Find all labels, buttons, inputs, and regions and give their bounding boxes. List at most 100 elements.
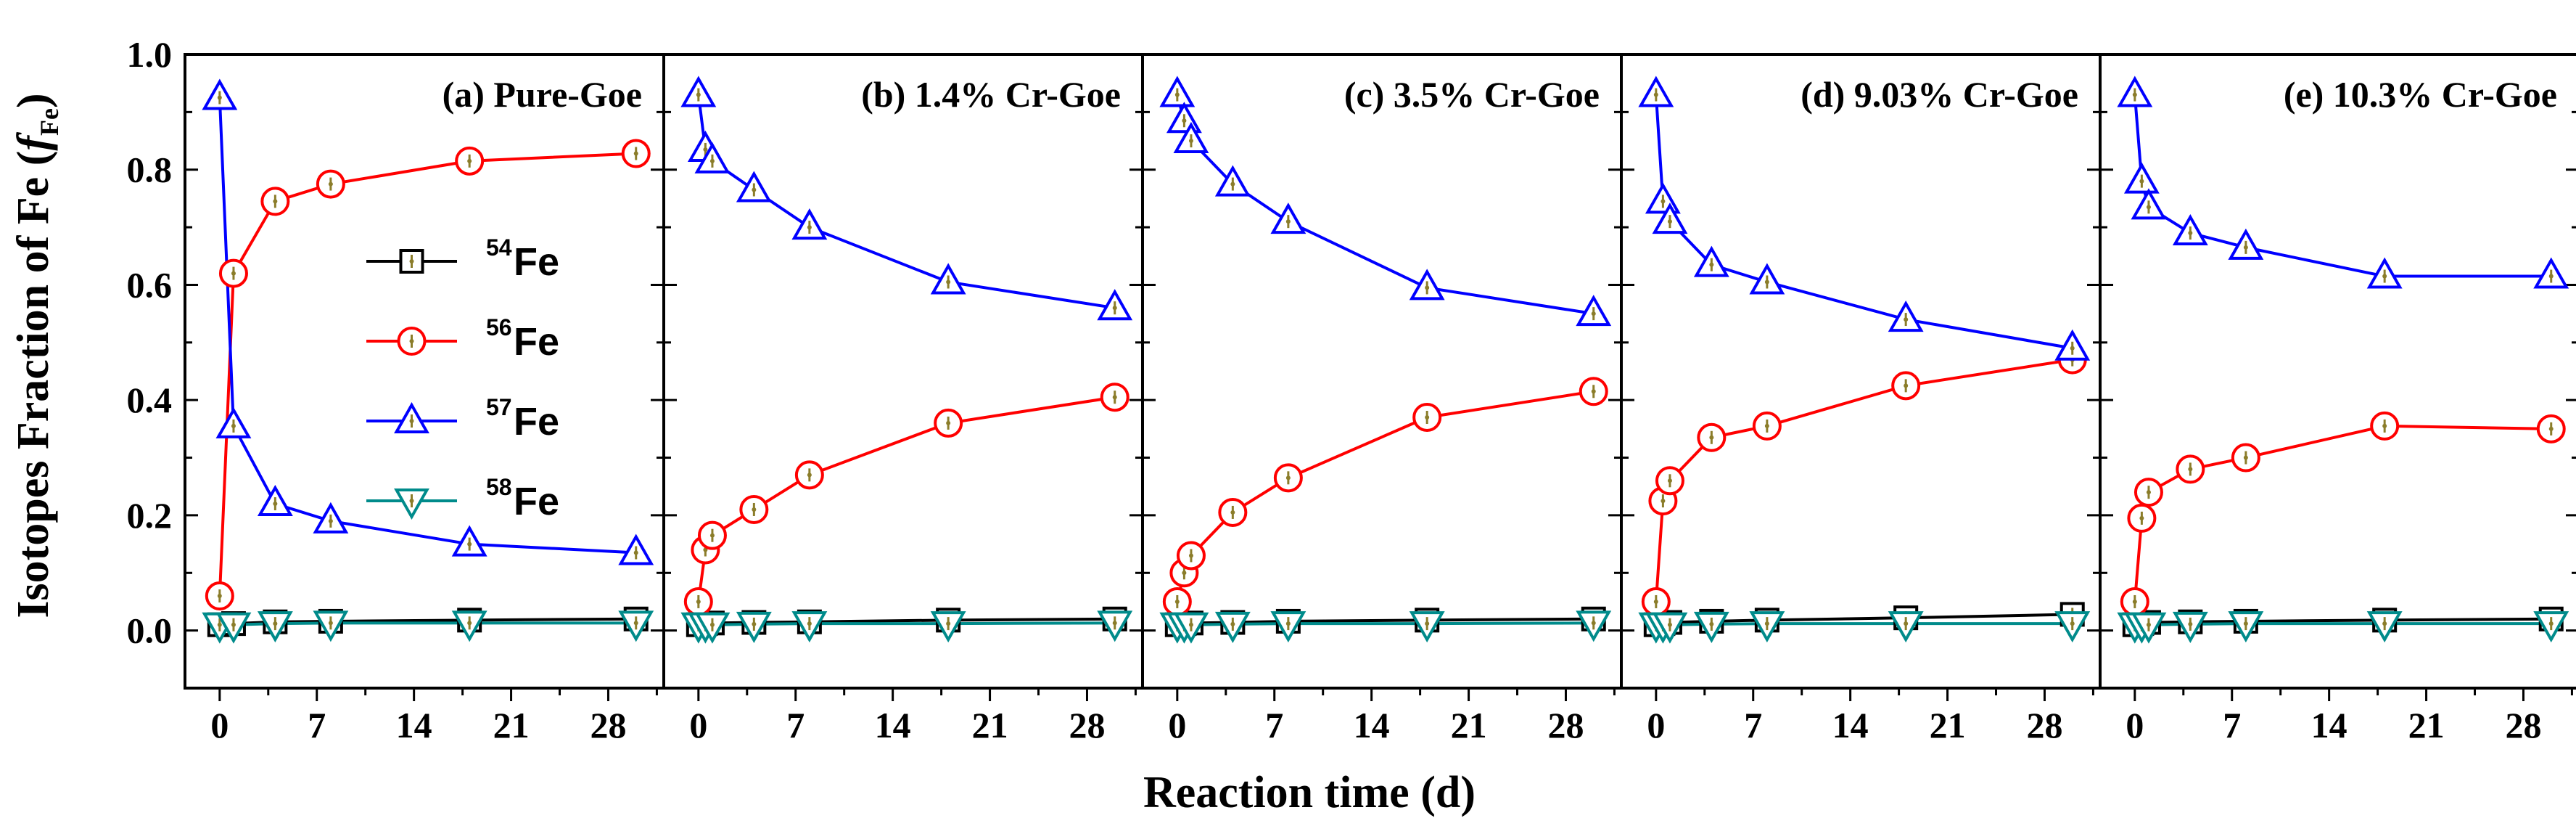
point-56Fe <box>934 408 963 438</box>
point-58Fe <box>1097 610 1133 642</box>
point-58Fe <box>2131 612 2167 644</box>
point-58Fe-center <box>946 621 951 626</box>
point-58Fe <box>1888 611 1924 643</box>
point-56Fe-center <box>1182 571 1187 576</box>
y-tick-label: 0.6 <box>127 264 173 305</box>
point-58Fe-center <box>1285 621 1291 626</box>
y-axis-title-close: ) <box>9 93 58 108</box>
legend-sup: 58 <box>486 474 512 500</box>
point-57Fe <box>215 406 252 438</box>
point-56Fe-center <box>1425 414 1430 420</box>
panel-e: 0 7 14 21 28 (e) 10.3% Cr-Goe <box>2099 53 2576 745</box>
series-line-56Fe <box>2133 424 2551 602</box>
point-56Fe-center <box>1591 389 1596 394</box>
panel-title: (b) 1.4% Cr-Goe <box>861 74 1121 115</box>
x-tick-label: 0 <box>210 705 229 745</box>
point-56Fe <box>794 460 824 490</box>
point-58Fe <box>1652 612 1688 644</box>
point-56Fe-center <box>807 473 812 478</box>
point-56Fe-center <box>946 420 951 425</box>
point-58Fe-center <box>467 621 472 626</box>
point-57Fe <box>1693 245 1729 277</box>
point-58Fe-center <box>2382 621 2387 626</box>
point-57Fe-center <box>1904 317 1909 322</box>
x-tick-label: 0 <box>1168 705 1186 745</box>
panel-frame <box>184 53 665 690</box>
point-58Fe <box>1409 611 1445 643</box>
point-58Fe <box>2366 611 2403 643</box>
legend-marker-center <box>409 339 414 343</box>
point-56Fe <box>205 581 234 611</box>
point-57Fe-center <box>946 279 951 285</box>
point-56Fe <box>1218 497 1248 527</box>
point-57Fe <box>1214 165 1251 197</box>
point-57Fe <box>791 208 828 240</box>
point-58Fe-center <box>2188 621 2193 626</box>
point-58Fe <box>930 611 966 643</box>
point-57Fe-center <box>1182 118 1187 123</box>
point-57Fe-center <box>1285 219 1291 224</box>
point-58Fe-center <box>231 622 236 627</box>
point-57Fe <box>736 171 772 203</box>
point-58Fe-center <box>1904 621 1909 626</box>
point-58Fe <box>2533 611 2569 643</box>
point-57Fe <box>1159 75 1196 107</box>
legend-label: Fe <box>514 480 559 523</box>
point-58Fe-center <box>1667 622 1672 627</box>
point-57Fe-center <box>1112 306 1117 311</box>
point-58Fe-center <box>1709 621 1714 626</box>
point-57Fe <box>1173 121 1209 154</box>
x-tick-label: 7 <box>786 705 805 745</box>
point-56Fe-center <box>1285 475 1291 481</box>
x-tick-label: 7 <box>308 705 326 745</box>
point-57Fe-center <box>1591 311 1596 316</box>
point-56Fe <box>1273 463 1303 493</box>
legend-label: Fe <box>514 400 559 443</box>
series-line-57Fe <box>1654 94 2073 350</box>
point-58Fe <box>694 612 731 644</box>
y-tick-label: 0.2 <box>127 495 173 536</box>
point-56Fe <box>2133 478 2163 507</box>
point-58Fe-center <box>273 621 278 626</box>
x-tick-label: 21 <box>1451 705 1487 745</box>
x-tick-label: 0 <box>689 705 707 745</box>
point-57Fe-center <box>1667 219 1672 224</box>
panel-d: 0 7 14 21 28 (d) 9.03% Cr-Goe <box>1620 53 2102 745</box>
x-tick-label: 0 <box>2126 705 2144 745</box>
series-line-57Fe <box>1175 94 1594 316</box>
point-57Fe-center <box>467 541 472 547</box>
x-tick-label: 21 <box>1930 705 1966 745</box>
point-57Fe <box>1888 301 1924 332</box>
point-57Fe <box>1166 102 1202 134</box>
point-56Fe-center <box>1764 423 1769 428</box>
point-56Fe-center <box>328 181 333 187</box>
point-57Fe-center <box>2382 274 2387 279</box>
point-57Fe <box>930 263 966 295</box>
point-56Fe-center <box>633 151 638 156</box>
point-56Fe <box>683 586 713 616</box>
x-tick-label: 0 <box>1647 705 1665 745</box>
point-58Fe <box>313 610 349 642</box>
point-58Fe <box>215 612 252 644</box>
point-57Fe-center <box>1174 92 1180 97</box>
point-56Fe <box>2176 454 2205 484</box>
point-58Fe <box>1693 611 1729 643</box>
y-tick-label: 1.0 <box>127 34 173 75</box>
y-tick-label: 0.8 <box>127 150 173 190</box>
point-56Fe-center <box>1188 553 1193 558</box>
plot-layer: 0.0 0.2 0.4 0.6 0.8 1.0 0 7 14 21 28 (a) Pure-Goe 54… <box>127 34 2576 745</box>
point-56Fe-center <box>709 533 715 538</box>
legend-sup: 56 <box>486 314 512 340</box>
point-56Fe <box>1655 466 1684 496</box>
x-axis-title: Reaction time (d) <box>1143 768 1476 817</box>
point-56Fe <box>260 187 290 216</box>
point-57Fe-center <box>328 518 333 523</box>
point-56Fe-center <box>231 271 236 276</box>
legend-marker <box>397 327 427 356</box>
series-line-57Fe <box>218 97 636 555</box>
point-58Fe <box>1576 610 1612 642</box>
point-57Fe <box>680 75 717 107</box>
point-56Fe <box>2536 414 2566 443</box>
point-57Fe <box>2123 162 2160 194</box>
point-57Fe-center <box>1425 285 1430 290</box>
